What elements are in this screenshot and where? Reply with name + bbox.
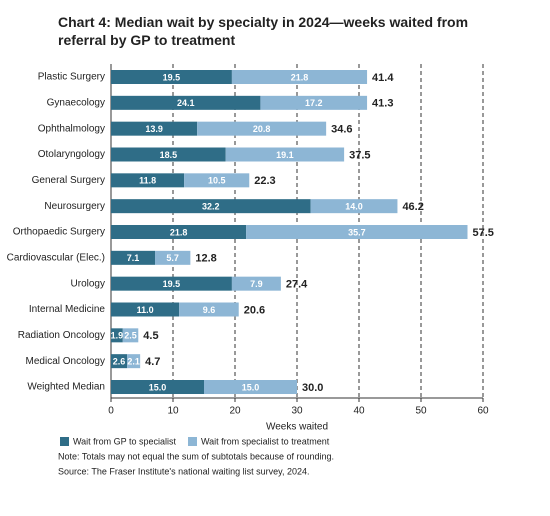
total-label: 27.4 (286, 279, 308, 291)
x-tick-label: 0 (108, 406, 114, 417)
bar-segment (111, 70, 232, 84)
bar-segment (111, 199, 311, 214)
value-label: 9.6 (203, 305, 216, 315)
bar-segment (260, 95, 368, 110)
value-label: 24.1 (177, 98, 195, 108)
bar-segment (111, 276, 232, 291)
bar-segment (310, 199, 398, 214)
total-label: 41.3 (372, 98, 393, 110)
value-label: 11.8 (139, 176, 156, 186)
value-label: 19.5 (163, 279, 181, 289)
bar-segment (111, 121, 198, 136)
value-label: 5.7 (166, 253, 179, 263)
total-label: 57.5 (473, 227, 494, 239)
value-label: 15.0 (242, 382, 260, 392)
bar-segment (111, 173, 185, 188)
y-tick-label: Plastic Surgery (38, 72, 105, 83)
y-tick-label: Weighted Median (27, 382, 105, 393)
legend-label: Wait from specialist to treatment (201, 436, 330, 446)
x-tick-label: 50 (415, 406, 427, 417)
x-tick-label: 20 (229, 406, 241, 417)
value-label: 11.0 (137, 305, 154, 315)
y-tick-label: Gynaecology (47, 97, 105, 108)
value-label: 14.0 (345, 202, 363, 212)
value-label: 13.9 (145, 124, 163, 134)
bar-segment (111, 250, 156, 265)
bar-segment (179, 302, 239, 317)
bar-segment (197, 121, 327, 136)
value-label: 19.5 (163, 72, 181, 82)
bar-segment (111, 354, 128, 369)
bar-segment (204, 380, 297, 394)
value-label: 7.9 (250, 279, 263, 289)
total-label: 30.0 (302, 382, 323, 394)
total-label: 46.2 (402, 201, 423, 213)
legend-swatch (188, 437, 197, 446)
x-tick-label: 60 (477, 406, 489, 417)
bar-segment (127, 354, 141, 369)
value-label: 2.1 (127, 357, 140, 367)
legend-swatch (60, 437, 69, 446)
bar-segment (231, 276, 281, 291)
total-label: 20.6 (244, 304, 265, 316)
x-tick-label: 10 (167, 406, 179, 417)
x-tick-label: 40 (353, 406, 365, 417)
bar-segment (122, 328, 139, 343)
bar-segment (155, 250, 191, 265)
y-tick-label: Cardiovascular (Elec.) (7, 252, 105, 263)
x-tick-label: 30 (291, 406, 303, 417)
x-axis-title: Weeks waited (266, 422, 328, 433)
value-label: 20.8 (253, 124, 271, 134)
y-tick-label: Orthopaedic Surgery (13, 227, 105, 238)
total-label: 4.5 (143, 330, 158, 342)
bar-segment (111, 147, 226, 162)
value-label: 32.2 (202, 202, 220, 212)
chart-title: Chart 4: Median wait by specialty in 202… (58, 14, 469, 48)
y-tick-label: Urology (71, 278, 105, 289)
bar-segment (111, 225, 247, 239)
total-label: 22.3 (254, 175, 275, 187)
value-label: 19.1 (276, 150, 294, 160)
bar-segment (184, 173, 250, 188)
value-label: 35.7 (348, 227, 366, 237)
value-label: 2.5 (124, 331, 137, 341)
bar-segment (111, 302, 180, 317)
y-tick-label: Otolaryngology (38, 149, 105, 160)
y-tick-label: Internal Medicine (29, 304, 106, 315)
bar-segment (111, 328, 123, 343)
y-tick-label: Neurosurgery (44, 201, 105, 212)
value-label: 18.5 (160, 150, 178, 160)
value-label: 7.1 (127, 253, 140, 263)
bar-segment (111, 95, 261, 110)
value-label: 15.0 (149, 382, 167, 392)
total-label: 37.5 (349, 149, 370, 161)
value-label: 21.8 (291, 72, 309, 82)
note: Note: Totals may not equal the sum of su… (58, 451, 334, 461)
bar-segment (111, 380, 204, 394)
value-label: 10.5 (208, 176, 226, 186)
value-label: 21.8 (170, 227, 188, 237)
y-tick-label: General Surgery (32, 175, 105, 186)
bar-segment (246, 225, 468, 239)
bar-segment (225, 147, 345, 162)
total-label: 34.6 (331, 124, 352, 136)
y-tick-label: Ophthalmology (38, 123, 105, 134)
note: Source: The Fraser Institute's national … (58, 466, 310, 476)
value-label: 1.9 (111, 331, 124, 341)
y-tick-label: Medical Oncology (26, 356, 105, 367)
total-label: 41.4 (372, 72, 394, 84)
value-label: 17.2 (305, 98, 323, 108)
total-label: 4.7 (145, 356, 160, 368)
bar-segment (231, 70, 368, 84)
total-label: 12.8 (195, 253, 216, 265)
legend-label: Wait from GP to specialist (73, 436, 177, 446)
value-label: 2.6 (113, 357, 126, 367)
y-tick-label: Radiation Oncology (18, 330, 105, 341)
